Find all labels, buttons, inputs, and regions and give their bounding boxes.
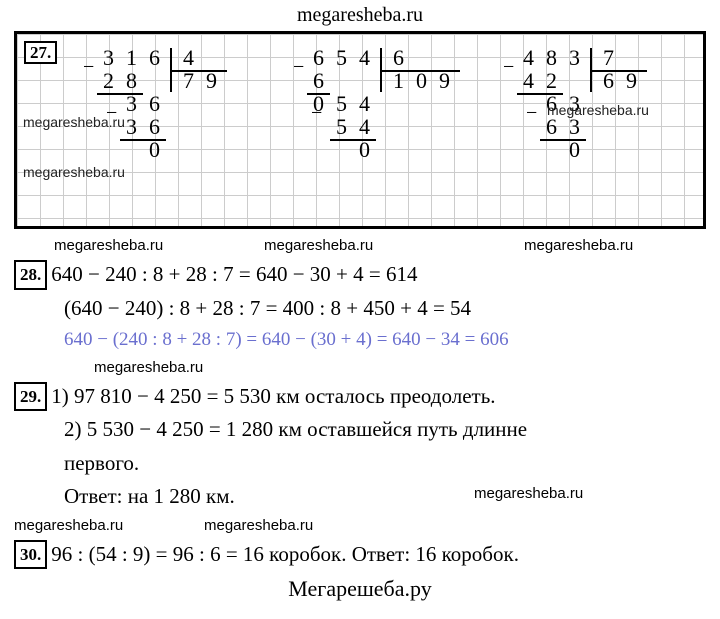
p28-line3: 640 − (240 : 8 + 28 : 7) = 640 − (30 + 4…	[14, 326, 706, 355]
wm-b: megaresheba.ru	[264, 235, 373, 258]
wm-f: megaresheba.ru	[14, 515, 123, 538]
wm-g: megaresheba.ru	[204, 515, 313, 538]
wm-e: megaresheba.ru	[474, 483, 583, 506]
grid-watermark-1: megaresheba.ru	[23, 114, 125, 130]
p29-answer: Ответ: на 1 280 км. megaresheba.ru	[14, 481, 706, 513]
grid-watermark-3: megaresheba.ru	[547, 102, 649, 118]
problem-30-number: 30.	[14, 540, 47, 570]
p29-line2: 2) 5 530 − 4 250 = 1 280 км оставшейся п…	[14, 414, 706, 446]
p28-line2: (640 − 240) : 8 + 28 : 7 = 400 : 8 + 450…	[14, 293, 706, 325]
p28-line1: 28.640 − 240 : 8 + 28 : 7 = 640 − 30 + 4…	[14, 259, 706, 291]
p29-line1: 29.1) 97 810 − 4 250 = 5 530 км осталось…	[14, 381, 706, 413]
problems-body: megaresheba.ru megaresheba.ru megaresheb…	[0, 235, 720, 570]
problem-29-number: 29.	[14, 382, 47, 412]
top-watermark: megaresheba.ru	[0, 0, 720, 31]
problem-27-number: 27.	[24, 41, 57, 64]
p29-line3: первого.	[14, 448, 706, 480]
problem-27-grid: 27. 316 4 79 − 28 36 − 36 0 654 6 109 − …	[14, 31, 706, 229]
wm-d: megaresheba.ru	[94, 357, 203, 380]
grid-watermark-2: megaresheba.ru	[23, 164, 125, 180]
problem-28-number: 28.	[14, 260, 47, 290]
p30-line1: 30.96 : (54 : 9) = 96 : 6 = 16 коробок. …	[14, 539, 706, 571]
bottom-brand: Мегарешеба.ру	[0, 572, 720, 612]
wm-a: megaresheba.ru	[54, 235, 163, 258]
wm-c: megaresheba.ru	[524, 235, 633, 258]
